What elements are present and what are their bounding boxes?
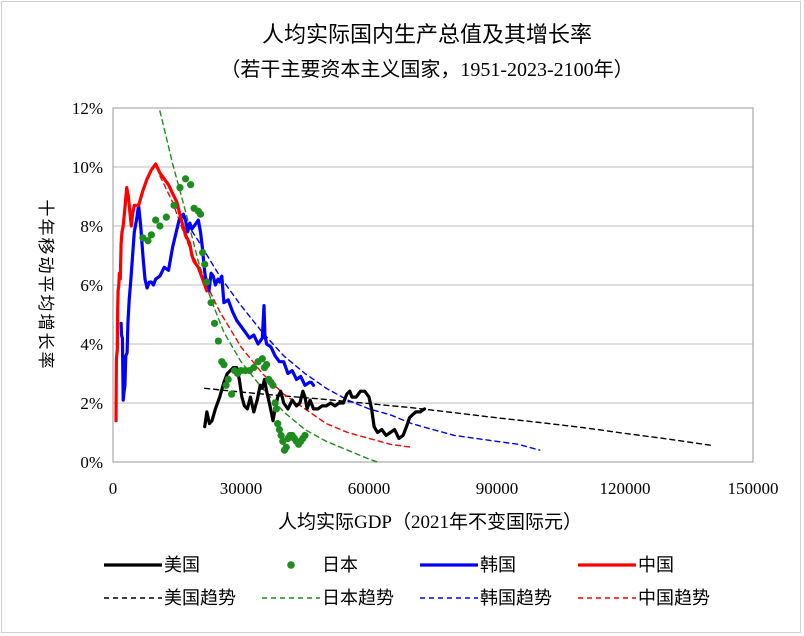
japan-data-point — [228, 390, 236, 398]
y-tick-label: 6% — [80, 276, 103, 295]
japan-data-point — [196, 210, 205, 218]
legend-label: 中国 — [638, 555, 674, 575]
legend-label: 中国趋势 — [638, 588, 710, 608]
y-tick-label: 4% — [80, 335, 103, 354]
japan-data-point — [144, 237, 152, 245]
japan-data-point — [199, 248, 207, 257]
legend-label: 韩国 — [480, 555, 516, 575]
japan-data-point — [207, 299, 215, 307]
x-tick-labels: 0 30000 60000 90000 120000 150000 — [109, 479, 779, 498]
japan-data-point — [162, 213, 170, 221]
japan-data-point — [214, 337, 222, 345]
japan-data-point — [274, 420, 282, 428]
japan-data-point — [187, 181, 195, 189]
japan-data-point — [275, 425, 283, 434]
legend-label: 美国 — [164, 555, 200, 575]
x-tick-label: 150000 — [728, 479, 779, 498]
x-tick-label: 60000 — [348, 479, 391, 498]
japan-data-point — [269, 381, 277, 389]
x-tick-label: 30000 — [220, 479, 263, 498]
japan-data-point — [220, 361, 228, 369]
series-line-5 — [159, 110, 379, 463]
y-tick-label: 10% — [72, 158, 103, 177]
japan-data-point — [282, 443, 290, 451]
plot-area — [112, 107, 754, 463]
legend-label: 韩国趋势 — [480, 588, 552, 608]
chart-title: 人均实际国内生产总值及其增长率 — [262, 22, 592, 47]
legend-label: 日本趋势 — [322, 588, 394, 608]
japan-data-point — [147, 231, 155, 239]
y-tick-labels: 0% 2% 4% 6% 8% 10% 12% — [72, 99, 103, 472]
y-tick-label: 12% — [72, 99, 103, 118]
japan-data-point — [258, 355, 266, 363]
japan-data-point — [201, 260, 209, 268]
y-tick-label: 2% — [80, 394, 103, 413]
legend-marker — [287, 561, 295, 569]
series-line-2 — [119, 203, 316, 402]
y-tick-label: 0% — [80, 453, 103, 472]
y-tick-label: 8% — [80, 217, 103, 236]
series-line-0 — [203, 366, 427, 440]
japan-data-point — [263, 361, 271, 369]
japan-data-point — [156, 222, 164, 230]
japan-data-point — [170, 201, 178, 209]
series-line-6 — [176, 207, 541, 451]
japan-data-point — [176, 184, 184, 192]
japan-data-point — [181, 175, 190, 183]
x-tick-label: 120000 — [600, 479, 651, 498]
x-axis-label: 人均实际GDP（2021年不变国际元） — [278, 511, 582, 533]
japan-data-point — [277, 431, 285, 440]
japan-data-point — [210, 319, 219, 327]
x-tick-label: 90000 — [476, 479, 519, 498]
japan-data-point — [224, 375, 232, 383]
japan-data-point — [271, 399, 279, 407]
legend-label: 日本 — [322, 555, 358, 575]
japan-data-point — [301, 431, 309, 440]
japan-data-point — [203, 278, 211, 286]
series-layer — [114, 110, 711, 463]
series-line-4 — [204, 387, 711, 446]
japan-data-point — [272, 405, 281, 413]
japan-data-point — [152, 216, 160, 224]
legend-label: 美国趋势 — [164, 588, 236, 608]
japan-data-point — [250, 364, 258, 372]
series-line-3 — [114, 162, 209, 423]
chart-subtitle: （若干主要资本主义国家，1951-2023-2100年） — [220, 58, 633, 81]
x-tick-label: 0 — [109, 479, 118, 498]
japan-data-point — [222, 381, 230, 389]
y-axis-label: 十年移动平均增长率 — [36, 200, 55, 371]
